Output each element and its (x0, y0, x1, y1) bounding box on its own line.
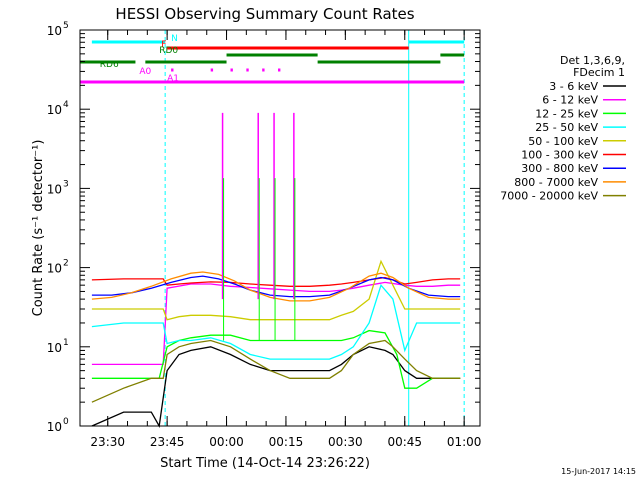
series-layer (91, 30, 465, 428)
y-tick-exponent: 0 (63, 417, 69, 427)
y-axis-title: Count Rate (s⁻¹ detector⁻¹) (31, 140, 46, 317)
state-label-n: N (171, 34, 178, 44)
legend-header-line-0: Det 1,3,6,9, (560, 54, 625, 67)
legend-header-line-1: FDecim 1 (573, 66, 625, 79)
series-line-1 (91, 281, 461, 366)
x-tick-label: 00:30 (328, 435, 363, 449)
series-line-2 (91, 329, 461, 389)
series-line-0 (91, 346, 461, 428)
state-label-rd0: RD0 (159, 46, 178, 56)
y-tick-exponent: 4 (63, 100, 69, 110)
state-label-f: F (161, 40, 166, 50)
legend-entry-label-6: 300 - 800 keV (521, 162, 598, 175)
legend-entry-label-2: 12 - 25 keV (535, 107, 598, 120)
y-tick-exponent: 1 (63, 338, 69, 348)
y-tick-label: 10 (47, 103, 62, 117)
state-label-a1: A1 (167, 74, 179, 84)
y-tick-label: 10 (47, 420, 62, 434)
plot-frame (79, 29, 481, 427)
x-tick-label: 23:45 (150, 435, 185, 449)
legend-entry-label-7: 800 - 7000 keV (514, 176, 598, 189)
legend-entry-label-1: 6 - 12 keV (542, 94, 598, 107)
x-tick-label: 00:15 (269, 435, 304, 449)
x-tick-label: 01:00 (447, 435, 482, 449)
x-tick-label: 00:45 (387, 435, 422, 449)
y-tick-label: 10 (47, 341, 62, 355)
legend-entry-label-0: 3 - 6 keV (549, 80, 598, 93)
series-line-8 (91, 339, 461, 403)
y-tick-exponent: 3 (63, 179, 69, 189)
y-tick-label: 10 (47, 182, 62, 196)
series-line-4 (91, 259, 461, 321)
legend-entry-label-4: 50 - 100 keV (528, 135, 598, 148)
y-tick-exponent: 2 (63, 259, 69, 269)
x-axis-title: Start Time (14-Oct-14 23:26:22) (160, 456, 370, 471)
date-stamp: 15-Jun-2017 14:15 (561, 467, 636, 476)
state-label-a0: A0 (139, 67, 151, 77)
legend-entry-label-5: 100 - 300 keV (521, 149, 598, 162)
x-tick-label: 23:30 (90, 435, 125, 449)
y-tick-label: 10 (47, 24, 62, 38)
y-tick-exponent: 5 (63, 21, 69, 31)
chart-title: HESSI Observing Summary Count Rates (115, 5, 414, 23)
series-line-6 (91, 275, 461, 298)
series-line-3 (91, 283, 461, 360)
state-label-rd6: RD6 (100, 60, 119, 70)
legend-entry-label-3: 25 - 50 keV (535, 121, 598, 134)
y-tick-label: 10 (47, 262, 62, 276)
legend-entry-label-8: 7000 - 20000 keV (500, 190, 598, 203)
x-tick-label: 00:00 (209, 435, 244, 449)
series-line-7 (91, 271, 461, 302)
